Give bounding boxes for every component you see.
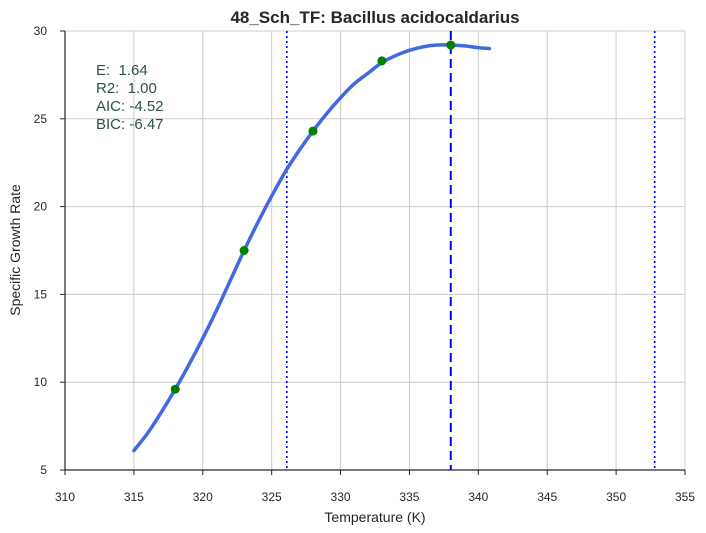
y-tick-label: 20 — [34, 200, 48, 214]
y-tick-label: 5 — [40, 463, 47, 477]
grid — [65, 30, 686, 470]
x-ticks: 310 315 320 325 330 335 340 345 350 355 — [55, 470, 695, 504]
x-tick-label: 325 — [262, 490, 282, 504]
x-tick-label: 310 — [55, 490, 75, 504]
y-tick-label: 15 — [34, 287, 48, 301]
x-tick-label: 340 — [468, 490, 488, 504]
stat-aic: AIC: -4.52 — [96, 98, 164, 115]
y-tick-label: 10 — [34, 375, 48, 389]
y-tick-label: 25 — [34, 112, 48, 126]
x-tick-label: 320 — [193, 490, 213, 504]
fit-curve — [132, 43, 492, 453]
axes — [64, 31, 685, 471]
data-point — [239, 246, 249, 255]
stat-r2: R2: 1.00 — [96, 80, 157, 97]
x-tick-label: 355 — [675, 490, 695, 504]
x-tick-label: 330 — [331, 490, 351, 504]
fit-curve-group — [132, 43, 492, 453]
reference-lines — [286, 31, 656, 470]
x-tick-label: 350 — [606, 490, 626, 504]
data-point — [377, 56, 387, 66]
x-axis-label: Temperature (K) — [324, 509, 425, 525]
data-point — [446, 40, 456, 50]
data-point — [308, 126, 318, 136]
fit-statistics: E: 1.64 R2: 1.00 AIC: -4.52 BIC: -6.47 — [96, 62, 164, 133]
y-axis-label: Specific Growth Rate — [7, 184, 23, 316]
data-point — [170, 384, 180, 394]
chart-title: 48_Sch_TF: Bacillus acidocaldarius — [230, 8, 519, 27]
stat-e: E: 1.64 — [96, 62, 148, 79]
y-tick-label: 30 — [34, 24, 48, 38]
x-tick-label: 335 — [399, 490, 419, 504]
stat-bic: BIC: -6.47 — [96, 116, 164, 133]
data-points — [170, 40, 456, 394]
x-tick-label: 315 — [124, 490, 144, 504]
y-ticks: 5 10 15 20 25 30 — [34, 24, 65, 477]
x-tick-label: 345 — [537, 490, 557, 504]
